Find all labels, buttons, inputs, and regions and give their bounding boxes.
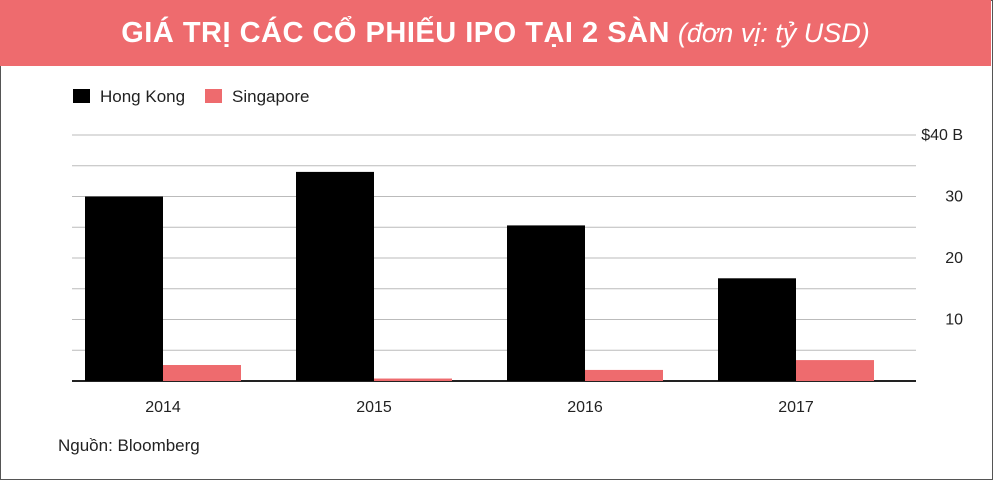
y-tick-label: 30 (945, 189, 963, 206)
chart-title: GIÁ TRỊ CÁC CỔ PHIẾU IPO TẠI 2 SÀN (121, 17, 670, 49)
title-banner: GIÁ TRỊ CÁC CỔ PHIẾU IPO TẠI 2 SÀN (đơn v… (0, 0, 991, 66)
legend-label: Singapore (232, 87, 310, 106)
bars (85, 171, 874, 381)
source-note: Nguồn: Bloomberg (58, 436, 200, 455)
y-axis-ticks: 10 20 30 $40 B (921, 127, 963, 329)
bar-singapore (163, 365, 241, 381)
bar-hong-kong (85, 196, 163, 381)
bar-singapore (374, 378, 452, 381)
y-tick-label: 20 (945, 250, 963, 267)
legend-swatch (73, 89, 90, 103)
legend-label: Hong Kong (100, 87, 185, 106)
x-tick-label: 2016 (567, 399, 603, 416)
x-tick-label: 2014 (145, 399, 181, 416)
bar-hong-kong (296, 171, 374, 381)
chart-unit: (đơn vị: tỷ USD) (677, 18, 870, 48)
y-tick-label: 10 (945, 312, 963, 329)
y-tick-label: $40 B (921, 127, 963, 144)
bar-singapore (585, 369, 663, 381)
bar-hong-kong (507, 225, 585, 381)
legend: Hong Kong Singapore (73, 87, 310, 106)
legend-swatch (205, 89, 222, 103)
bar-hong-kong (718, 278, 796, 381)
x-tick-label: 2015 (356, 399, 392, 416)
x-tick-label: 2017 (778, 399, 814, 416)
bar-singapore (796, 360, 874, 381)
x-axis-ticks: 2014 2015 2016 2017 (145, 399, 814, 416)
